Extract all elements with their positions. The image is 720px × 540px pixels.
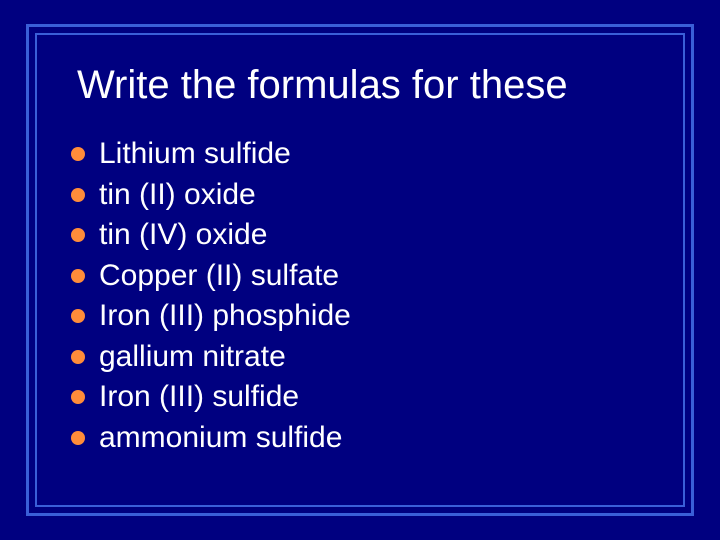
list-item-text: Iron (III) phosphide <box>99 296 351 337</box>
bullet-list: Lithium sulfide tin (II) oxide tin (IV) … <box>67 134 653 458</box>
slide-title: Write the formulas for these <box>77 63 653 108</box>
bullet-icon <box>71 228 85 242</box>
border-outer: Write the formulas for these Lithium sul… <box>26 24 694 516</box>
list-item-text: tin (IV) oxide <box>99 215 267 256</box>
bullet-icon <box>71 309 85 323</box>
list-item: tin (IV) oxide <box>71 215 653 256</box>
list-item: Copper (II) sulfate <box>71 256 653 297</box>
list-item: ammonium sulfide <box>71 418 653 459</box>
list-item-text: tin (II) oxide <box>99 175 256 216</box>
bullet-icon <box>71 431 85 445</box>
bullet-icon <box>71 350 85 364</box>
list-item-text: Iron (III) sulfide <box>99 377 299 418</box>
bullet-icon <box>71 390 85 404</box>
list-item: Iron (III) phosphide <box>71 296 653 337</box>
list-item-text: gallium nitrate <box>99 337 286 378</box>
border-inner: Write the formulas for these Lithium sul… <box>35 33 685 507</box>
list-item: Lithium sulfide <box>71 134 653 175</box>
bullet-icon <box>71 269 85 283</box>
bullet-icon <box>71 188 85 202</box>
slide: Write the formulas for these Lithium sul… <box>0 0 720 540</box>
list-item-text: Lithium sulfide <box>99 134 291 175</box>
list-item: Iron (III) sulfide <box>71 377 653 418</box>
list-item: tin (II) oxide <box>71 175 653 216</box>
list-item: gallium nitrate <box>71 337 653 378</box>
bullet-icon <box>71 147 85 161</box>
list-item-text: Copper (II) sulfate <box>99 256 339 297</box>
list-item-text: ammonium sulfide <box>99 418 342 459</box>
